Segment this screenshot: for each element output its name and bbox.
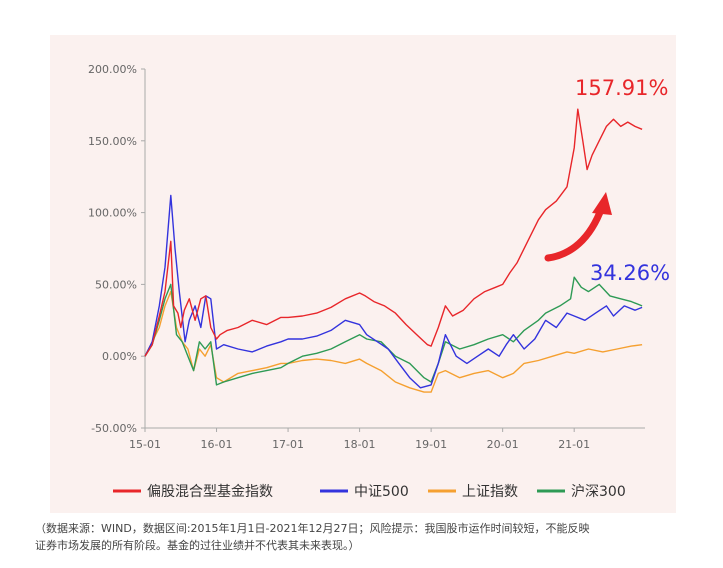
x-tick-label: 17-01	[272, 438, 304, 451]
legend-label: 沪深300	[571, 484, 626, 500]
trend-arrow-icon	[544, 203, 606, 262]
axes: 200.00% 150.00% 100.00% 50.00% 0.00% -50.00% 1…	[88, 63, 645, 451]
y-tick-label: -50.00%	[91, 422, 137, 435]
series-line-2	[144, 290, 643, 393]
series-layer	[144, 108, 643, 393]
series-line-3	[144, 276, 643, 386]
series-line-0	[144, 108, 643, 357]
arrow-head-icon	[592, 192, 612, 215]
chart-panel: 200.00% 150.00% 100.00% 50.00% 0.00% -50.00% 1…	[50, 35, 676, 513]
end-label-red: 157.91%	[575, 76, 668, 100]
labels-layer: 157.91% 34.26%	[575, 76, 670, 285]
y-tick-label: 200.00%	[88, 63, 137, 76]
x-tick-label: 16-01	[201, 438, 233, 451]
caption-line-2: 证券市场发展的所有阶段。基金的过往业绩并不代表其未来表现。）	[35, 539, 360, 552]
legend-label: 上证指数	[462, 484, 518, 500]
y-tick-label: 100.00%	[88, 207, 137, 220]
y-tick-label: 0.00%	[102, 350, 137, 363]
x-tick-label: 21-01	[558, 438, 590, 451]
line-chart: 200.00% 150.00% 100.00% 50.00% 0.00% -50.00% 1…	[88, 63, 670, 500]
x-tick-label: 20-01	[487, 438, 519, 451]
caption-line-1: （数据来源：WIND，数据区间:2015年1月1日-2021年12月27日；风险…	[35, 522, 590, 535]
legend: 偏股混合型基金指数 中证500 上证指数 沪深300	[113, 483, 626, 500]
legend-label: 偏股混合型基金指数	[147, 483, 273, 500]
y-tick-label: 50.00%	[95, 278, 137, 291]
series-line-1	[144, 194, 643, 389]
legend-label: 中证500	[354, 484, 409, 500]
end-label-blue: 34.26%	[590, 261, 670, 285]
x-tick-label: 18-01	[344, 438, 376, 451]
x-tick-label: 19-01	[415, 438, 447, 451]
y-tick-label: 150.00%	[88, 135, 137, 148]
caption: （数据来源：WIND，数据区间:2015年1月1日-2021年12月27日；风险…	[35, 520, 695, 554]
x-tick-label: 15-01	[129, 438, 161, 451]
